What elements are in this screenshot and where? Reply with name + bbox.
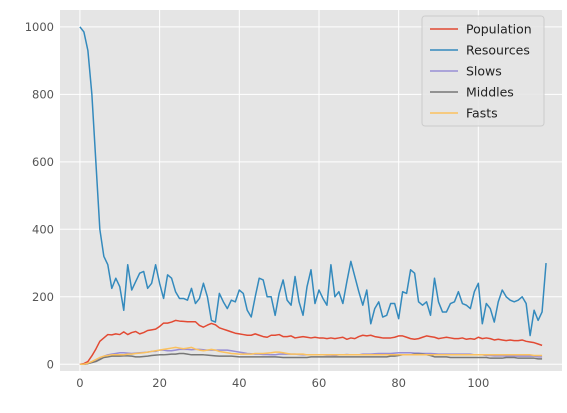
x-tick-label: 20 <box>152 376 167 390</box>
y-tick-labels: 0 200 400 600 800 1000 <box>25 20 54 371</box>
y-tick-label: 200 <box>32 290 54 304</box>
series-lines <box>79 26 547 365</box>
series-line-resources <box>79 26 547 337</box>
x-tick-label: 60 <box>312 376 327 390</box>
legend-entry-population: Population <box>466 22 532 37</box>
y-tick-label: 600 <box>32 155 54 169</box>
legend-entry-slows: Slows <box>466 64 502 79</box>
legend-entry-fasts: Fasts <box>466 106 498 121</box>
legend: Population Resources Slows Middles Fasts <box>421 15 545 127</box>
x-tick-labels: 0 20 40 60 80 100 <box>76 376 489 390</box>
x-tick-label: 100 <box>467 376 489 390</box>
x-tick-label: 80 <box>391 376 406 390</box>
y-tick-label: 400 <box>32 222 54 236</box>
series-line-population <box>79 319 543 365</box>
y-tick-label: 1000 <box>25 20 54 34</box>
series-line-middles <box>79 352 543 365</box>
legend-entry-resources: Resources <box>466 43 530 58</box>
x-tick-label: 40 <box>232 376 247 390</box>
x-tick-label: 0 <box>76 376 83 390</box>
series-line-fasts <box>79 346 543 365</box>
legend-entry-middles: Middles <box>466 85 514 100</box>
legend-box <box>421 15 545 127</box>
y-tick-label: 0 <box>47 357 54 371</box>
x-gridlines <box>79 10 479 371</box>
y-tick-label: 800 <box>32 87 54 101</box>
